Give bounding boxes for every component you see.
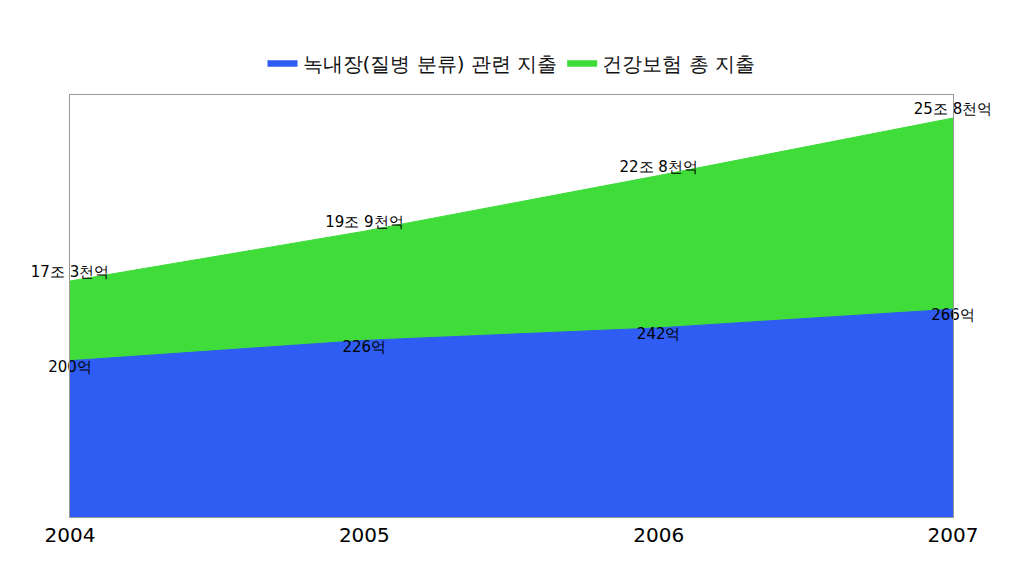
svg-text:건강보험 총 지출: 건강보험 총 지출: [602, 52, 755, 76]
svg-text:200억: 200억: [48, 358, 92, 376]
svg-text:녹내장(질병 분류) 관련 지출: 녹내장(질병 분류) 관련 지출: [303, 52, 558, 76]
svg-text:226억: 226억: [343, 338, 387, 356]
svg-text:266억: 266억: [931, 306, 975, 324]
svg-text:2005: 2005: [339, 523, 390, 547]
svg-text:2007: 2007: [928, 523, 979, 547]
svg-text:22조 8천억: 22조 8천억: [619, 158, 697, 176]
svg-text:17조 3천억: 17조 3천억: [31, 263, 109, 281]
svg-text:242억: 242억: [637, 325, 681, 343]
svg-text:2006: 2006: [633, 523, 684, 547]
svg-text:19조 9천억: 19조 9천억: [325, 213, 403, 231]
svg-text:2004: 2004: [45, 523, 96, 547]
svg-text:25조 8천억: 25조 8천억: [914, 100, 992, 118]
